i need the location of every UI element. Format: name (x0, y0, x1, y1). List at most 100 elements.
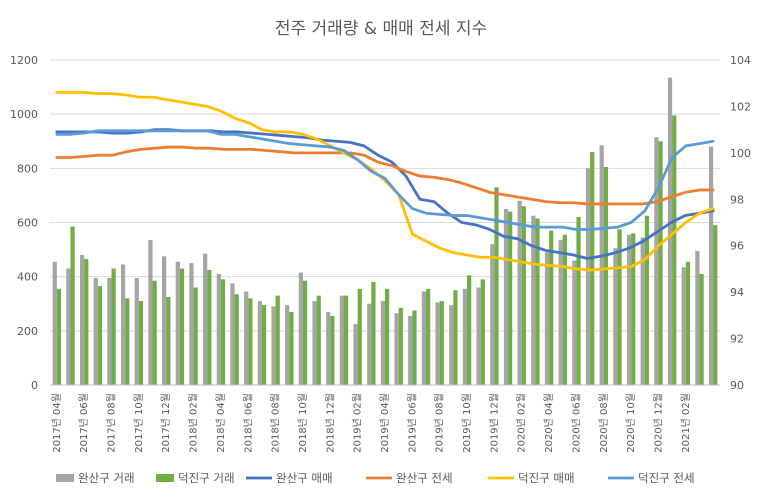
y-right-tick-label: 96 (730, 240, 744, 253)
bar-wansan-volume (353, 324, 358, 385)
bar-deokjin-volume (111, 268, 116, 385)
bar-deokjin-volume (70, 226, 75, 385)
x-tick-label: 2021년 02월 (680, 393, 692, 453)
bar-deokjin-volume (603, 166, 608, 385)
bar-wansan-volume (285, 305, 290, 385)
x-tick-label: 2019년 08월 (434, 393, 446, 453)
bar-wansan-volume (121, 264, 126, 385)
bar-deokjin-volume (207, 269, 212, 385)
bar-deokjin-volume (644, 215, 649, 385)
bar-deokjin-volume (193, 287, 198, 385)
bar-deokjin-volume (453, 290, 458, 385)
lines (55, 91, 715, 272)
bar-wansan-volume (462, 288, 468, 385)
x-tick-label: 2017년 08월 (106, 393, 118, 453)
bar-wansan-volume (148, 240, 153, 385)
bar-wansan-volume (326, 311, 331, 386)
legend-item: 완산구 거래 (56, 471, 135, 485)
legend-swatch (56, 474, 74, 482)
y-left-tick-label: 200 (17, 325, 38, 338)
line-deokjin-jeonse (55, 129, 715, 231)
x-tick-label: 2018년 04월 (215, 393, 227, 453)
y-axis-right: 90 92 94 96 98 100 102 104 (730, 54, 751, 392)
y-right-tick-label: 90 (730, 379, 744, 392)
bar-deokjin-volume (125, 298, 130, 385)
chart-title: 전주 거래량 & 매매 전세 지수 (275, 19, 487, 39)
bar-deokjin-volume (166, 296, 171, 385)
x-tick-label: 2018년 12월 (324, 393, 336, 453)
bar-deokjin-volume (480, 279, 485, 386)
bar-deokjin-volume (672, 115, 677, 386)
bar-deokjin-volume (152, 280, 157, 385)
bar-deokjin-volume (713, 225, 718, 385)
bar-deokjin-volume (357, 288, 362, 385)
bar-deokjin-volume (275, 295, 280, 386)
bar-deokjin-volume (220, 279, 226, 386)
y-right-tick-label: 100 (730, 147, 751, 160)
bar-wansan-volume (558, 240, 563, 385)
bar-wansan-volume (367, 303, 372, 385)
bar-deokjin-volume (179, 268, 185, 385)
x-tick-label: 2019년 02월 (352, 393, 364, 453)
bar-wansan-volume (271, 306, 276, 385)
y-left-tick-label: 1000 (10, 108, 38, 121)
bar-deokjin-volume (658, 141, 663, 385)
y-right-tick-label: 102 (730, 100, 751, 113)
bar-wansan-volume (162, 256, 167, 385)
x-tick-label: 2019년 10월 (461, 393, 473, 453)
bar-deokjin-volume (316, 295, 321, 386)
bar-deokjin-volume (385, 288, 390, 385)
y-axis-left: 0 200 400 600 800 1000 1200 (10, 54, 38, 392)
x-tick-label: 2020년 02월 (516, 393, 528, 453)
bar-wansan-volume (408, 315, 413, 385)
bar-deokjin-volume (330, 315, 335, 385)
x-tick-label: 2020년 04월 (543, 393, 555, 453)
x-tick-label: 2020년 08월 (598, 393, 610, 453)
bar-deokjin-volume (234, 294, 239, 385)
bar-wansan-volume (394, 313, 399, 385)
legend-label: 덕진구 매매 (518, 471, 575, 485)
bar-wansan-volume (435, 302, 440, 385)
x-tick-label: 2019년 06월 (406, 393, 418, 453)
bar-wansan-volume (421, 291, 427, 385)
bar-deokjin-volume (699, 273, 704, 385)
bar-wansan-volume (203, 253, 208, 385)
bar-wansan-volume (298, 272, 303, 385)
bar-deokjin-volume (439, 301, 444, 385)
bar-wansan-volume (134, 278, 139, 385)
bar-wansan-volume (490, 244, 495, 385)
gridlines (50, 59, 720, 386)
legend-item: 덕진구 매매 (488, 471, 575, 485)
bar-wansan-volume (257, 301, 262, 385)
x-axis: 2017년 04월 2017년 06월 2017년 08월 2017년 10월 2017… (50, 384, 720, 453)
bar-wansan-volume (695, 250, 700, 385)
bar-deokjin-volume (248, 298, 253, 385)
x-tick-label: 2019년 04월 (379, 393, 391, 453)
legend-label: 완산구 매매 (276, 471, 333, 485)
bar-wansan-volume (599, 145, 604, 385)
bar-wansan-volume (640, 237, 645, 385)
bars (52, 77, 718, 386)
bar-deokjin-volume (535, 218, 540, 385)
bar-wansan-volume (230, 283, 235, 385)
x-tick-label: 2018년 08월 (270, 393, 282, 453)
bar-deokjin-volume (343, 295, 349, 386)
line-wansan-jeonse (55, 145, 715, 206)
bar-wansan-volume (449, 305, 454, 385)
bar-deokjin-volume (494, 187, 499, 385)
bar-wansan-volume (312, 301, 317, 385)
y-right-tick-label: 92 (730, 333, 744, 346)
bar-wansan-volume (79, 255, 85, 385)
x-tick-label: 2019년 12월 (488, 393, 500, 453)
bar-deokjin-volume (56, 288, 62, 385)
y-left-tick-label: 400 (17, 271, 38, 284)
bar-wansan-volume (175, 261, 180, 385)
x-tick-label: 2018년 10월 (297, 393, 309, 453)
bar-wansan-volume (517, 200, 522, 385)
x-tick-label: 2020년 10월 (625, 393, 637, 453)
bar-deokjin-volume (617, 229, 622, 385)
bar-wansan-volume (66, 268, 71, 385)
x-tick-label: 2017년 04월 (51, 393, 63, 453)
bar-deokjin-volume (289, 311, 294, 386)
